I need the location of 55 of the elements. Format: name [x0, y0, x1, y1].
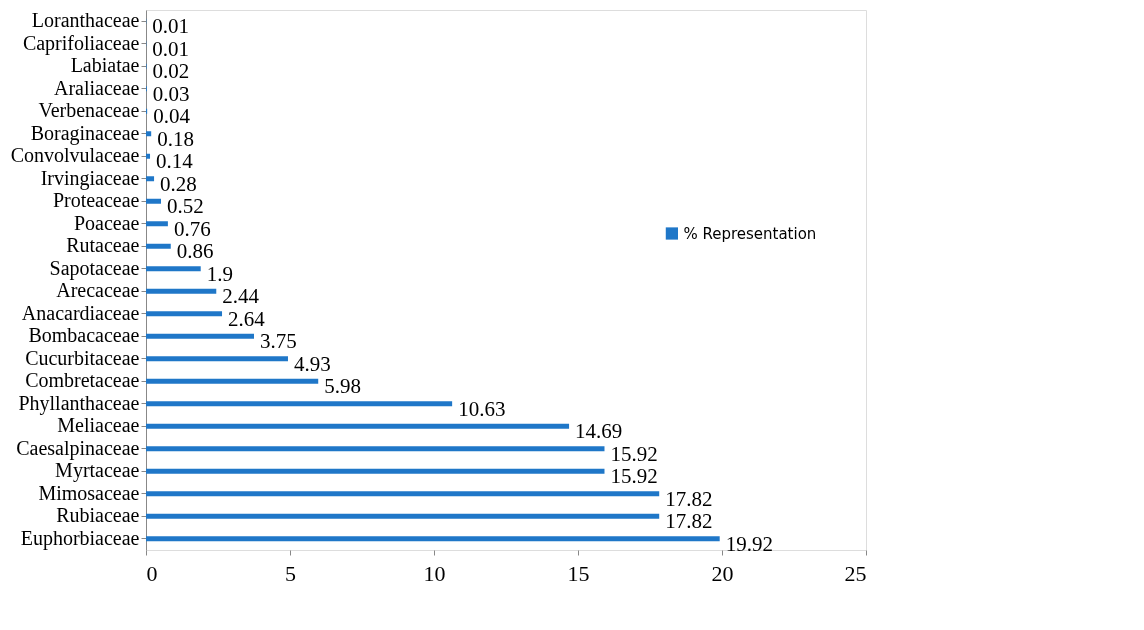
data-label: 0.52 — [166, 194, 204, 219]
data-label: 19.92 — [725, 531, 773, 556]
y-tick-label: Arecaceae — [56, 279, 140, 302]
y-tick-label: Mimosaceae — [38, 481, 140, 504]
data-label: 0.01 — [152, 14, 190, 39]
y-tick-label: Verbenaceae — [38, 99, 140, 122]
data-label: 17.82 — [665, 486, 713, 511]
data-label: 0.28 — [160, 171, 197, 196]
y-tick-label: Sapotaceae — [49, 256, 140, 280]
y-tick-label: Poaceae — [73, 211, 140, 234]
x-tick-label: 0 — [146, 560, 158, 586]
data-label: 15.92 — [610, 464, 658, 489]
data-label: 0.01 — [152, 36, 190, 61]
data-label: 0.76 — [173, 216, 211, 241]
data-label: 0.04 — [153, 104, 191, 129]
y-tick-label: Labiatae — [70, 54, 140, 77]
y-tick-label: Meliaceae — [57, 414, 140, 437]
y-tick-label: Convolvulaceae — [10, 144, 140, 167]
x-tick-label: 15 — [567, 560, 590, 586]
data-label: 0.14 — [156, 149, 194, 174]
x-tick-label: 10 — [423, 560, 446, 586]
y-tick-label: Rutaceae — [66, 234, 140, 257]
data-label: 0.18 — [157, 126, 194, 151]
data-label: 3.75 — [260, 329, 297, 354]
data-label: 5.98 — [324, 374, 361, 399]
data-label: 0.86 — [176, 239, 214, 264]
data-label: 2.64 — [228, 306, 266, 331]
data-label: 14.69 — [575, 419, 623, 444]
y-tick-label: Rubiaceae — [56, 504, 140, 527]
data-label: 0.02 — [152, 59, 190, 84]
data-label: 0.03 — [152, 81, 190, 106]
data-label: 2.44 — [222, 284, 260, 309]
x-tick-label: 5 — [285, 560, 296, 586]
y-tick-label: Combretaceae — [25, 369, 140, 392]
y-tick-label: Loranthaceae — [31, 9, 140, 32]
x-tick-label: 25 — [844, 560, 867, 586]
data-label: 1.9 — [206, 261, 233, 286]
y-tick-label: Anacardiaceae — [21, 301, 140, 324]
data-label: 4.93 — [293, 351, 331, 376]
y-tick-label: Proteaceae — [52, 189, 140, 212]
data-label: 17.82 — [665, 509, 713, 534]
y-tick-label: Boraginaceae — [30, 121, 140, 145]
legend-label: % Representation — [683, 224, 817, 243]
x-tick-label: 20 — [711, 560, 734, 586]
y-tick-label: Araliaceae — [54, 76, 140, 99]
y-tick-label: Irvingiaceae — [40, 166, 140, 190]
y-tick-label: Caprifoliaceae — [22, 31, 140, 55]
y-tick-label: Bombacaceae — [28, 324, 140, 347]
y-tick-label: Euphorbiaceae — [20, 526, 140, 550]
y-tick-label: Cucurbitaceae — [25, 346, 140, 369]
y-tick-label: Phyllanthaceae — [18, 391, 140, 415]
y-tick-label: Caesalpinaceae — [16, 436, 140, 460]
y-tick-label: Myrtaceae — [55, 459, 140, 483]
data-label: 15.92 — [610, 441, 658, 466]
data-label: 10.63 — [458, 396, 506, 421]
